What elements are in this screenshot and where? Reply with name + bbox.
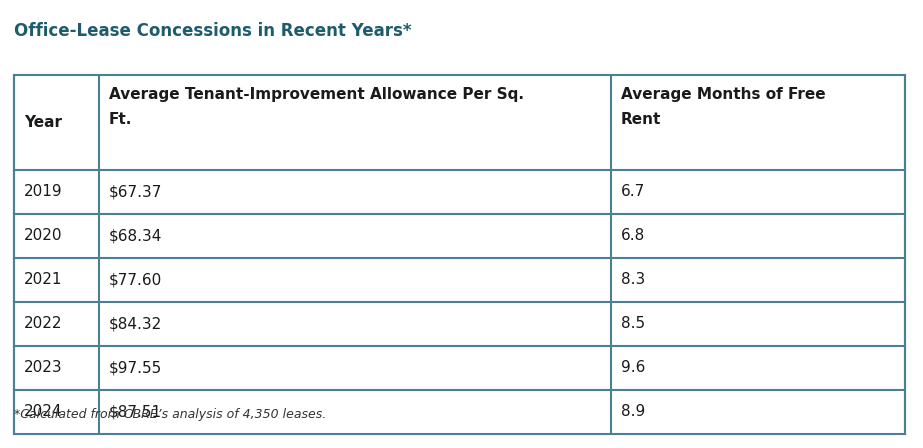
Text: $68.34: $68.34	[109, 228, 162, 244]
Text: 6.8: 6.8	[621, 228, 645, 244]
Text: 2023: 2023	[24, 361, 63, 375]
Text: 6.7: 6.7	[621, 185, 645, 199]
Text: 8.5: 8.5	[621, 316, 645, 332]
Text: Office-Lease Concessions in Recent Years*: Office-Lease Concessions in Recent Years…	[14, 22, 412, 40]
Text: $97.55: $97.55	[109, 361, 162, 375]
Text: $84.32: $84.32	[109, 316, 162, 332]
Text: *Calculated from CBRE’s analysis of 4,350 leases.: *Calculated from CBRE’s analysis of 4,35…	[14, 408, 326, 421]
Text: Average Months of Free
Rent: Average Months of Free Rent	[621, 87, 825, 127]
Text: 2021: 2021	[24, 272, 63, 288]
Text: 2022: 2022	[24, 316, 63, 332]
Text: $77.60: $77.60	[109, 272, 162, 288]
Text: 2020: 2020	[24, 228, 63, 244]
Text: 2024: 2024	[24, 405, 63, 419]
Text: $67.37: $67.37	[109, 185, 162, 199]
Bar	[14, 75, 905, 434]
Text: 8.9: 8.9	[621, 405, 645, 419]
Text: Average Tenant-Improvement Allowance Per Sq.
Ft.: Average Tenant-Improvement Allowance Per…	[109, 87, 523, 127]
Text: 8.3: 8.3	[621, 272, 645, 288]
Text: 2019: 2019	[24, 185, 63, 199]
Text: $87.51: $87.51	[109, 405, 162, 419]
Text: 9.6: 9.6	[621, 361, 645, 375]
Text: Year: Year	[24, 115, 62, 130]
